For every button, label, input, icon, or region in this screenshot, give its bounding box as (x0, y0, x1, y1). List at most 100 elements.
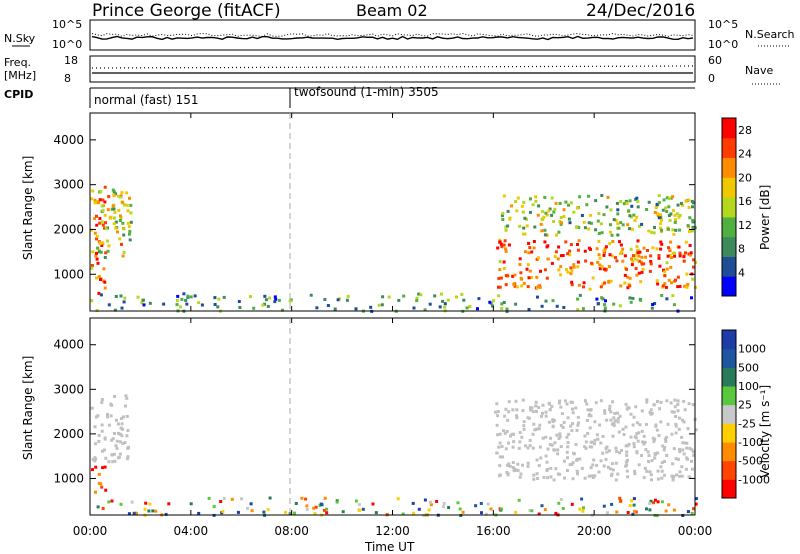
scatter-cell (288, 299, 292, 303)
scatter-cell (569, 272, 573, 276)
scatter-cell (648, 501, 652, 505)
scatter-cell (325, 507, 329, 511)
scatter-cell (498, 432, 502, 436)
nsky-label: N.Sky (4, 32, 36, 45)
scatter-cell (189, 502, 193, 506)
scatter-cell (99, 250, 103, 254)
scatter-cell (672, 209, 675, 213)
scatter-cell (651, 246, 655, 250)
scatter-cell (518, 263, 522, 266)
colorbar-tick-label: 16 (738, 195, 752, 208)
scatter-cell (632, 445, 636, 449)
scatter-cell (412, 511, 416, 515)
scatter-cell (616, 222, 620, 226)
scatter-cell (570, 269, 574, 273)
scatter-cell (504, 225, 508, 229)
scatter-cell (658, 407, 662, 411)
scatter-cell (625, 463, 629, 467)
scatter-cell (268, 296, 272, 300)
scatter-cell (553, 255, 557, 259)
scatter-cell (116, 422, 120, 426)
scatter-cell (612, 302, 616, 306)
scatter-cell (691, 225, 695, 229)
scatter-cell (660, 500, 664, 504)
scatter-cell (676, 285, 680, 289)
scatter-cell (554, 467, 558, 471)
scatter-cell (550, 404, 554, 408)
scatter-cell (632, 442, 636, 446)
scatter-cell (676, 203, 680, 207)
scatter-cell (614, 461, 618, 465)
scatter-cell (341, 510, 345, 514)
scatter-cell (602, 213, 606, 217)
nsky-tick-top: 10^5 (52, 18, 82, 31)
scatter-cell (674, 218, 677, 222)
colorbar-tick-label: 8 (738, 243, 745, 256)
scatter-cell (516, 196, 520, 200)
scatter-cell (615, 449, 619, 453)
scatter-cell (674, 228, 678, 232)
cpid-segment-2: twofsound (1-min) 3505 (294, 85, 439, 99)
scatter-cell (213, 296, 217, 300)
scatter-cell (335, 500, 339, 504)
scatter-cell (498, 474, 501, 478)
scatter-cell (644, 448, 648, 452)
scatter-cell (692, 453, 696, 457)
scatter-cell (636, 200, 640, 204)
x-tick-label: 08:00 (274, 524, 309, 538)
scatter-cell (633, 257, 637, 261)
scatter-cell (503, 431, 507, 435)
scatter-cell (628, 199, 632, 203)
scatter-cell (101, 507, 105, 510)
nave-label: Nave (745, 64, 773, 77)
scatter-cell (498, 507, 502, 511)
plot-title: Prince George (fitACF) (92, 1, 281, 21)
scatter-cell (604, 299, 607, 303)
scatter-cell (411, 501, 415, 505)
scatter-cell (638, 224, 641, 228)
scatter-cell (566, 469, 569, 472)
scatter-cell (630, 263, 634, 267)
scatter-cell (665, 267, 669, 271)
scatter-cell (590, 474, 594, 478)
scatter-cell (313, 512, 317, 516)
scatter-cell (273, 300, 277, 304)
scatter-cell (518, 440, 522, 444)
scatter-cell (648, 411, 652, 415)
scatter-cell (100, 398, 104, 401)
scatter-cell (681, 448, 685, 452)
scatter-cell (618, 414, 622, 418)
scatter-cell (480, 511, 483, 515)
scatter-cell (593, 442, 596, 446)
scatter-cell (443, 305, 447, 309)
scatter-cell (222, 295, 226, 299)
scatter-cell (602, 249, 606, 253)
scatter-cell (97, 201, 101, 204)
colorbar-swatch (722, 348, 736, 368)
scatter-cell (612, 416, 616, 420)
scatter-cell (213, 303, 217, 306)
scatter-cell (543, 240, 547, 244)
scatter-cell (664, 285, 668, 289)
scatter-cell (507, 400, 511, 404)
scatter-cell (666, 422, 670, 426)
scatter-cell (515, 209, 519, 213)
scatter-cell (531, 446, 535, 450)
scatter-cell (659, 420, 663, 424)
scatter-cell (630, 499, 634, 503)
scatter-cell (558, 472, 562, 476)
scatter-cell (658, 264, 662, 268)
scatter-cell (458, 507, 462, 511)
scatter-cell (637, 259, 641, 263)
scatter-cell (653, 456, 657, 460)
scatter-cell (147, 509, 151, 513)
freq-tick-bottom: 8 (64, 72, 71, 85)
scatter-cell (502, 301, 506, 304)
scatter-cell (568, 221, 572, 225)
scatter-cell (518, 224, 522, 228)
scatter-cell (540, 504, 544, 508)
scatter-cell (635, 432, 639, 436)
scatter-cell (333, 307, 337, 311)
scatter-cell (628, 276, 632, 280)
scatter-cell (113, 459, 117, 463)
